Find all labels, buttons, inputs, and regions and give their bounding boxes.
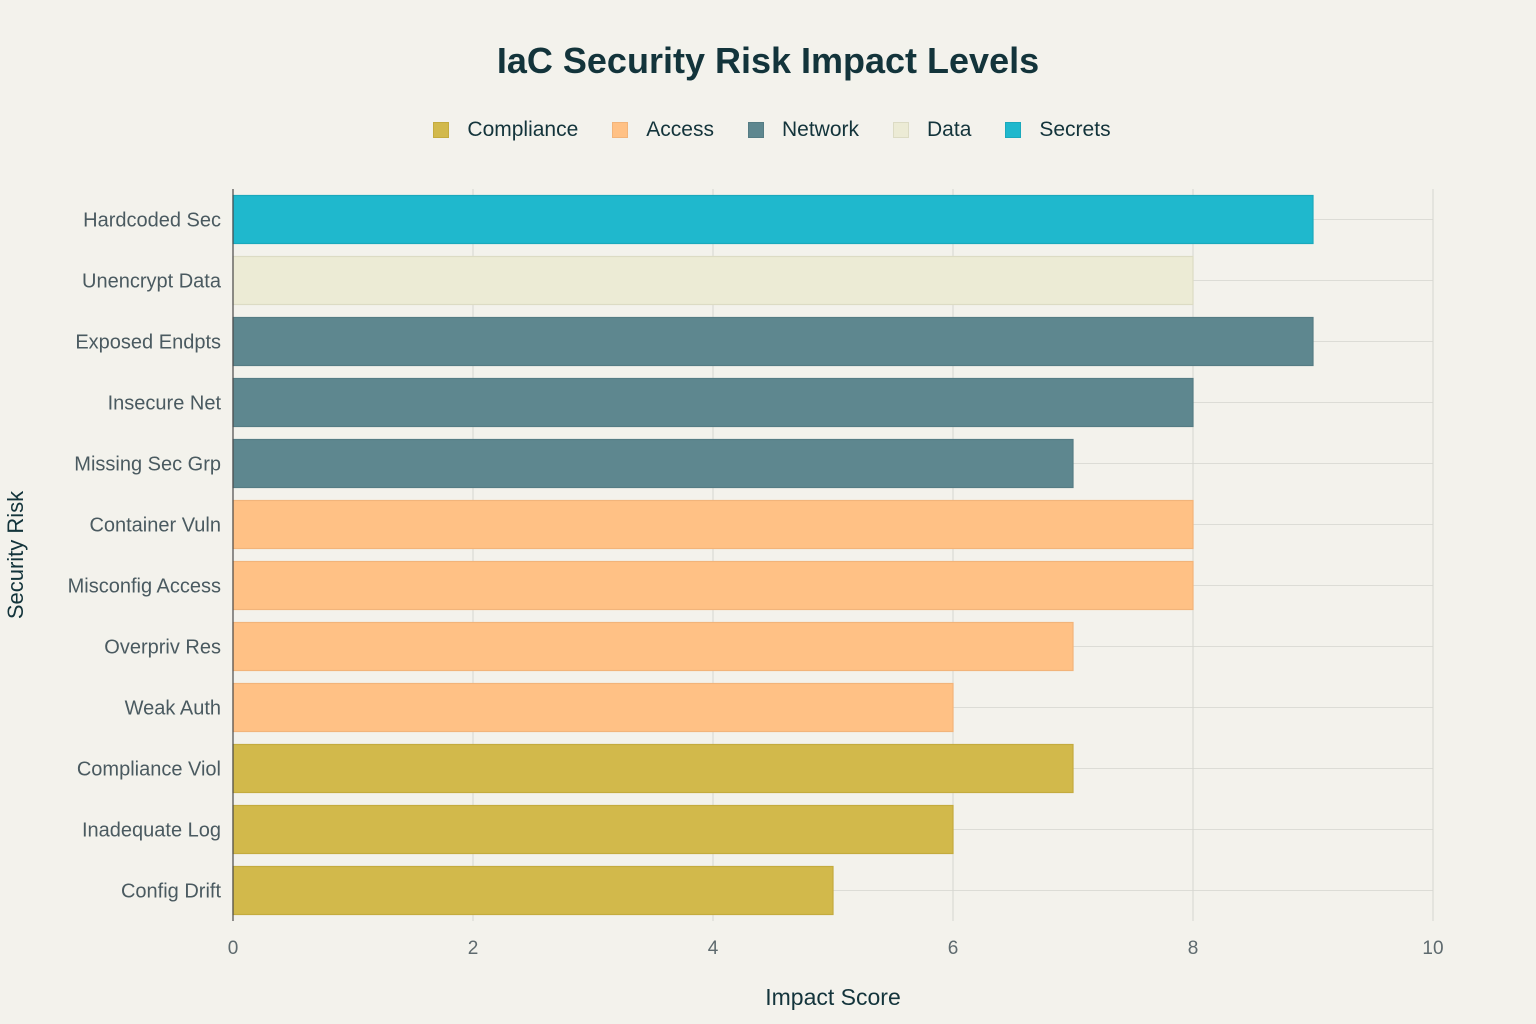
legend-label: Network	[781, 118, 860, 141]
y-tick-label: Compliance Viol	[77, 759, 221, 781]
legend-item[interactable]: Secrets	[997, 118, 1111, 142]
x-tick-label: 2	[468, 938, 479, 959]
bar	[232, 865, 834, 916]
bar	[232, 499, 1194, 550]
y-tick-label: Weak Auth	[125, 698, 221, 720]
y-tick-label: Misconfig Access	[68, 576, 221, 598]
y-tick-label: Insecure Net	[108, 393, 222, 415]
y-tick-label: Missing Sec Grp	[74, 454, 221, 476]
x-tick-label: 4	[708, 938, 719, 959]
y-tick-label: Container Vuln	[89, 515, 221, 537]
bar	[232, 804, 954, 855]
x-tick-label: 10	[1422, 938, 1443, 959]
legend-label: Secrets	[1039, 118, 1111, 141]
bar	[232, 438, 1074, 489]
legend-label: Compliance	[467, 118, 579, 141]
legend-swatch	[612, 122, 629, 138]
bar	[232, 621, 1074, 672]
legend-item[interactable]: Compliance	[425, 118, 578, 142]
bar	[232, 194, 1314, 245]
bar	[232, 316, 1314, 367]
x-axis-title: Impact Score	[765, 984, 901, 1010]
legend-swatch	[893, 122, 910, 138]
chart-title: IaC Security Risk Impact Levels	[496, 40, 1040, 81]
legend-label: Access	[646, 118, 714, 141]
legend-swatch	[1005, 122, 1022, 138]
legend-swatch	[433, 122, 450, 138]
y-tick-label: Config Drift	[121, 881, 221, 903]
bar	[232, 377, 1194, 428]
legend: Compliance Access Network Data Secrets	[0, 118, 1536, 142]
legend-label: Data	[927, 118, 972, 141]
y-tick-label: Inadequate Log	[82, 820, 221, 842]
bar	[232, 682, 954, 733]
bar	[232, 560, 1194, 611]
y-tick-label: Unencrypt Data	[82, 271, 222, 293]
legend-item[interactable]: Data	[885, 118, 971, 142]
legend-item[interactable]: Access	[604, 118, 714, 142]
x-tick-label: 0	[228, 938, 239, 959]
bar	[232, 255, 1194, 306]
x-tick-label: 8	[1188, 938, 1199, 959]
y-tick-label: Hardcoded Sec	[83, 210, 221, 232]
y-tick-label: Exposed Endpts	[75, 332, 221, 354]
y-tick-label: Overpriv Res	[104, 637, 221, 659]
legend-item[interactable]: Network	[740, 118, 859, 142]
legend-swatch	[747, 122, 764, 138]
bar	[232, 743, 1074, 794]
x-tick-label: 6	[948, 938, 959, 959]
